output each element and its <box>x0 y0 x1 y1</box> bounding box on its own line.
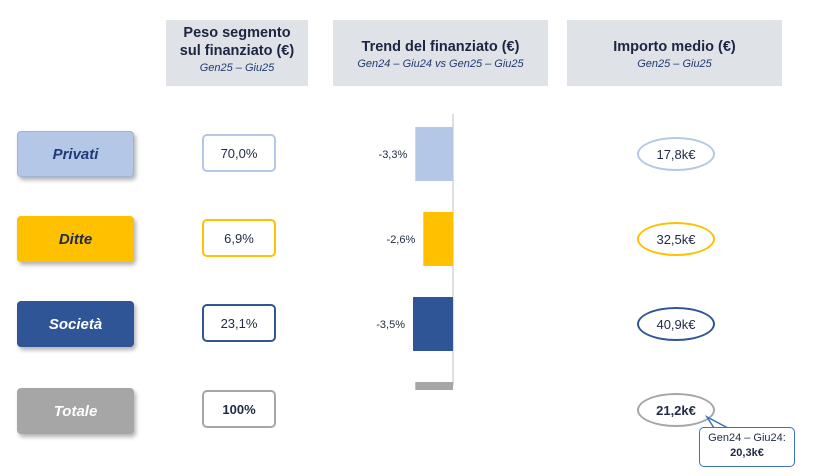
share-value-ditte: 6,9% <box>202 219 276 257</box>
header-peso-subtitle: Gen25 – Giu25 <box>199 62 275 74</box>
header-importo-subtitle: Gen25 – Giu25 <box>637 58 712 70</box>
trend-label-privati: -3,3% <box>379 149 408 161</box>
avg-value-privati: 17,8k€ <box>637 137 715 171</box>
segment-label-privati: Privati <box>17 131 134 177</box>
header-importo-medio: Importo medio (€) Gen25 – Giu25 <box>567 20 782 86</box>
avg-value-totale: 21,2k€ <box>637 393 715 427</box>
header-peso-segmento: Peso segmento sul finanziato (€) Gen25 –… <box>166 20 308 86</box>
trend-label-ditte: -2,6% <box>387 234 416 246</box>
header-peso-title-line1: Peso segmento <box>183 25 291 41</box>
callout-previous-avg: Gen24 – Giu24: 20,3k€ <box>699 427 795 467</box>
share-value-privati: 70,0% <box>202 134 276 172</box>
header-trend-subtitle: Gen24 – Giu24 vs Gen25 – Giu25 <box>357 58 524 70</box>
trend-bar-ditte <box>423 212 453 266</box>
trend-bar-totale <box>415 382 453 390</box>
callout-value: 20,3k€ <box>730 447 764 459</box>
segment-label-ditte: Ditte <box>17 216 134 262</box>
header-trend: Trend del finanziato (€) Gen24 – Giu24 v… <box>333 20 548 86</box>
avg-value-societa: 40,9k€ <box>637 307 715 341</box>
segment-label-societa: Società <box>17 301 134 347</box>
header-importo-title: Importo medio (€) <box>613 39 736 55</box>
trend-bar-societa <box>413 297 453 351</box>
callout-period: Gen24 – Giu24: <box>708 432 786 444</box>
trend-label-societa: -3,5% <box>376 319 405 331</box>
segment-label-totale: Totale <box>17 388 134 434</box>
avg-value-ditte: 32,5k€ <box>637 222 715 256</box>
trend-bar-privati <box>415 127 453 181</box>
header-trend-title: Trend del finanziato (€) <box>361 39 520 55</box>
trend-bar-chart: -3,3%-2,6%-3,5%-3,3% <box>376 114 454 390</box>
header-peso-title-line2: sul finanziato (€) <box>179 43 295 59</box>
share-value-societa: 23,1% <box>202 304 276 342</box>
share-value-totale: 100% <box>202 390 276 428</box>
